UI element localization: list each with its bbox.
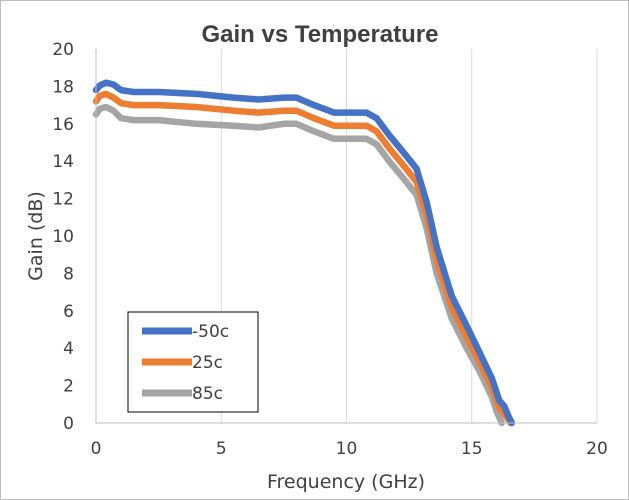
x-tick-label: 15 <box>461 439 483 459</box>
y-tick-label: 20 <box>52 40 74 60</box>
y-tick-label: 6 <box>63 302 74 322</box>
series-line-85c <box>92 103 506 427</box>
series-line--50c <box>92 79 516 427</box>
y-tick-label: 10 <box>52 227 74 247</box>
chart-title: Gain vs Temperature <box>202 21 439 48</box>
grid-layer <box>220 49 598 423</box>
legend-label-85c: 85c <box>192 384 223 404</box>
x-tick-label: 20 <box>586 439 608 459</box>
y-tick-label: 2 <box>63 377 74 397</box>
tick-layer: 0 5 10 15 20 0 2 4 6 8 10 12 14 16 18 20 <box>52 40 607 459</box>
x-tick-label: 0 <box>91 439 102 459</box>
y-tick-label: 14 <box>52 152 74 172</box>
y-tick-label: 18 <box>52 77 74 97</box>
x-tick-label: 5 <box>216 439 227 459</box>
legend-label--50c: -50c <box>192 322 229 342</box>
y-tick-label: 12 <box>52 190 74 210</box>
y-axis-label: Gain (dB) <box>25 191 47 281</box>
series-line-25c <box>92 90 514 427</box>
legend-label-25c: 25c <box>192 353 223 373</box>
y-tick-label: 0 <box>63 414 74 434</box>
y-tick-label: 8 <box>63 264 74 284</box>
series-layer <box>92 79 516 427</box>
axis-layer <box>95 49 597 424</box>
legend: -50c 25c 85c <box>127 311 259 413</box>
x-tick-label: 10 <box>336 439 358 459</box>
y-tick-label: 16 <box>52 115 74 135</box>
y-tick-label: 4 <box>63 339 74 359</box>
x-axis-label: Frequency (GHz) <box>267 471 425 493</box>
